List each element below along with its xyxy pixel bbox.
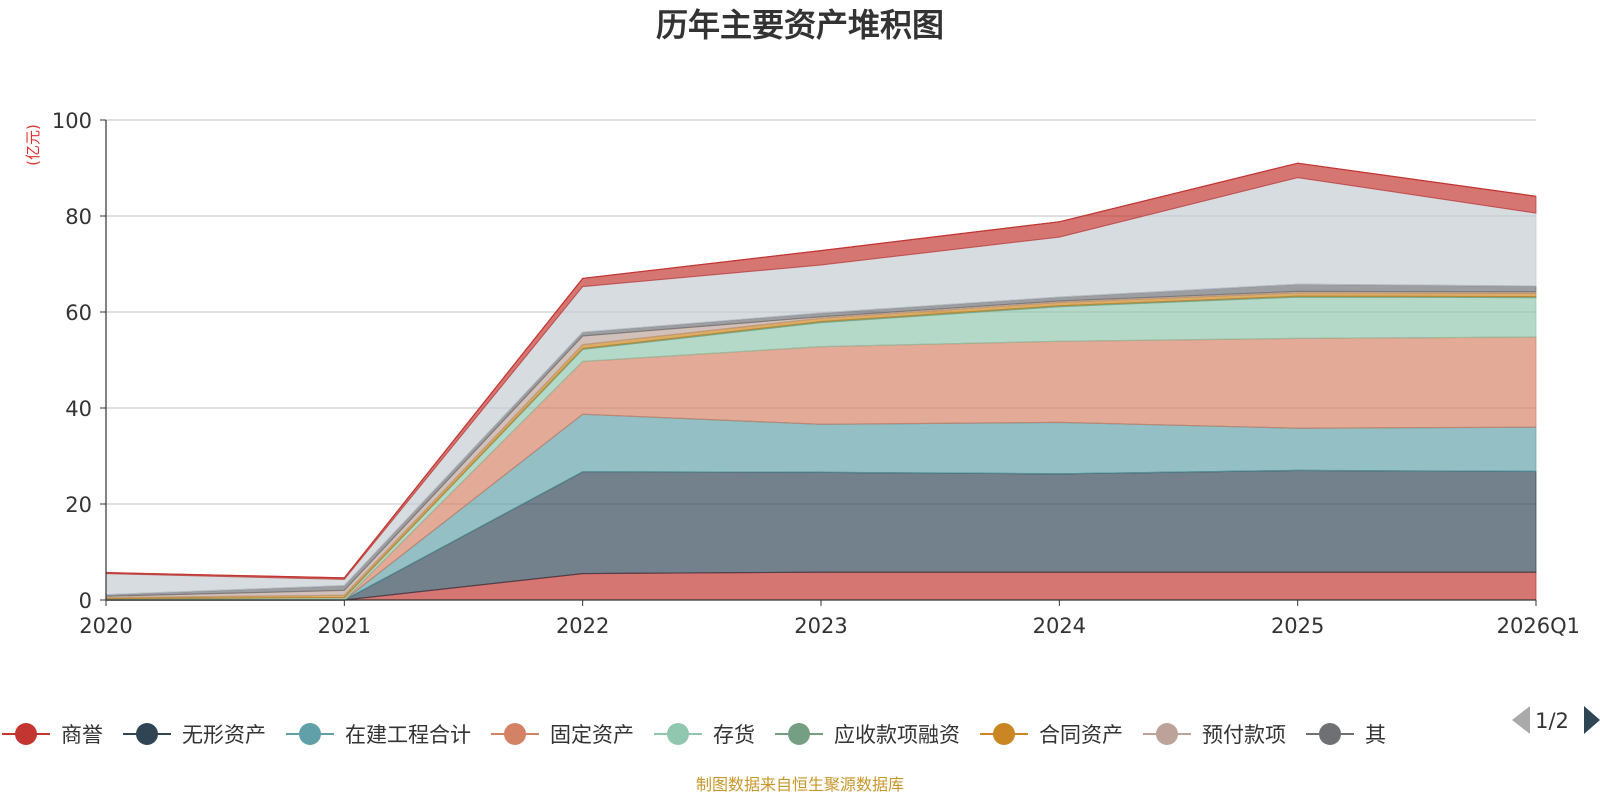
y-tick-label: 20 bbox=[65, 493, 92, 517]
legend-label: 无形资产 bbox=[182, 723, 266, 747]
x-tick-label: 2020 bbox=[79, 614, 132, 638]
x-tick-label: 2025 bbox=[1271, 614, 1324, 638]
legend-item[interactable]: 存货 bbox=[654, 723, 755, 747]
x-tick-label: 2023 bbox=[794, 614, 847, 638]
legend-item[interactable]: 其 bbox=[1306, 723, 1386, 747]
legend-marker bbox=[299, 723, 321, 745]
area-line-11 bbox=[105, 162, 1537, 579]
area-series-layer bbox=[105, 162, 1537, 601]
x-tick-label: 2026Q1 bbox=[1497, 614, 1580, 638]
y-tick-label: 100 bbox=[52, 109, 92, 133]
y-axis-unit: (亿元) bbox=[24, 124, 42, 166]
x-tick-label: 2024 bbox=[1033, 614, 1086, 638]
legend-label: 存货 bbox=[713, 723, 755, 747]
y-tick-label: 0 bbox=[79, 589, 92, 613]
legend-marker bbox=[1319, 723, 1341, 745]
legend-item[interactable]: 预付款项 bbox=[1143, 723, 1286, 747]
legend-marker bbox=[1156, 723, 1178, 745]
y-tick-label: 80 bbox=[65, 205, 92, 229]
legend-marker bbox=[788, 723, 810, 745]
chart-title: 历年主要资产堆积图 bbox=[656, 6, 944, 44]
legend-label: 固定资产 bbox=[550, 723, 634, 747]
legend-marker bbox=[136, 723, 158, 745]
data-source-note: 制图数据来自恒生聚源数据库 bbox=[696, 775, 904, 794]
legend-next-icon[interactable] bbox=[1584, 706, 1600, 734]
y-tick-label: 40 bbox=[65, 397, 92, 421]
x-tick-label: 2022 bbox=[556, 614, 609, 638]
legend-label: 其 bbox=[1365, 723, 1386, 747]
legend-pager: 1/2 bbox=[1512, 706, 1600, 734]
y-tick-label: 60 bbox=[65, 301, 92, 325]
legend-item[interactable]: 无形资产 bbox=[123, 723, 266, 747]
legend-item[interactable]: 固定资产 bbox=[491, 723, 634, 747]
legend-item[interactable]: 应收款项融资 bbox=[775, 723, 960, 747]
legend-marker bbox=[667, 723, 689, 745]
legend-prev-icon[interactable] bbox=[1512, 706, 1530, 734]
legend-page-indicator: 1/2 bbox=[1535, 709, 1569, 733]
legend-label: 商誉 bbox=[61, 723, 103, 747]
legend-label: 应收款项融资 bbox=[834, 723, 960, 747]
axes: 0 20 40 60 80 100 2020 2021 2022 2023 2024 2025 2026… bbox=[52, 109, 1580, 638]
legend-marker bbox=[504, 723, 526, 745]
legend-label: 在建工程合计 bbox=[345, 723, 471, 747]
legend-label: 合同资产 bbox=[1039, 723, 1123, 747]
legend-item[interactable]: 在建工程合计 bbox=[286, 723, 471, 747]
legend-marker bbox=[15, 723, 37, 745]
legend-item[interactable]: 商誉 bbox=[2, 723, 103, 747]
x-tick-label: 2021 bbox=[318, 614, 371, 638]
legend-marker bbox=[993, 723, 1015, 745]
legend-item[interactable]: 合同资产 bbox=[980, 723, 1123, 747]
legend[interactable]: 商誉 无形资产 在建工程合计 固定资产 存货 应收款项融资 合同资产 预付款项 其 bbox=[2, 723, 1386, 747]
legend-label: 预付款项 bbox=[1202, 723, 1286, 747]
